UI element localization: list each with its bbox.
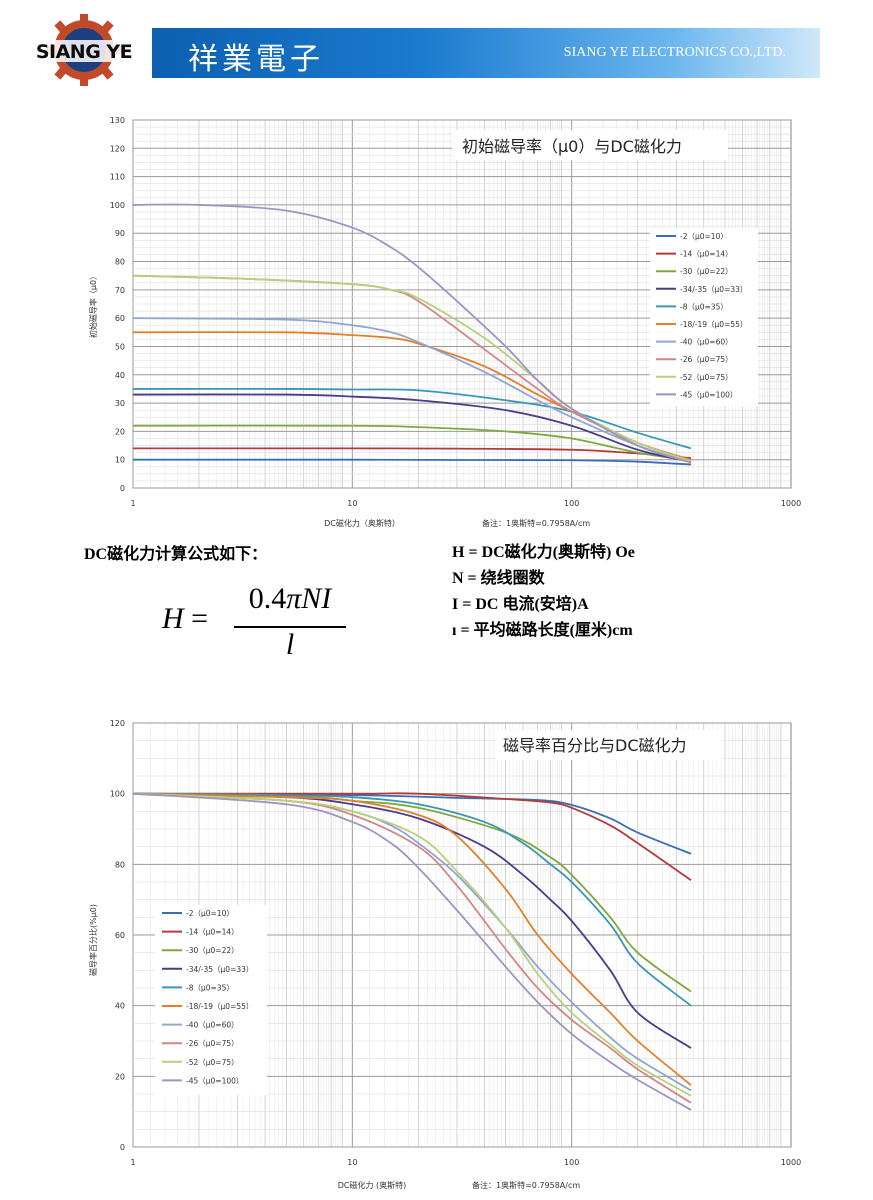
- chart1-ytick-label: 90: [115, 229, 125, 238]
- chart2-ytick-label: 80: [115, 860, 125, 869]
- page-header: SIANG YE 祥業電子 SIANG YE ELECTRONICS CO.,L…: [0, 0, 873, 90]
- chart2-title: 磁导率百分比与DC磁化力: [503, 736, 687, 755]
- formula: H = 0.4πNI l: [162, 582, 352, 662]
- chart2-xtick-label: 1: [130, 1158, 135, 1167]
- chart1-ytick-label: 70: [115, 286, 125, 295]
- chart1-ytick-label: 40: [115, 371, 125, 380]
- chart1-series-line-0: [132, 458, 692, 466]
- definition-l: ı = 平均磁路长度(厘米)cm: [452, 622, 633, 639]
- formula-numerator: 0.4πNI: [248, 582, 332, 615]
- chart1-xtick-label: 1: [130, 499, 135, 508]
- chart1-xlabel: DC磁化力（奥斯特）: [324, 518, 400, 528]
- chart1-ytick-label: 110: [110, 173, 125, 182]
- chart1-ytick-label: 130: [110, 116, 125, 125]
- chart2-series-line-9: [132, 792, 692, 1111]
- chart1-note: 备注：1奥斯特=0.7958A/cm: [482, 518, 590, 528]
- chart2-series-line-1: [132, 792, 692, 881]
- company-name-cn: 祥業電子: [188, 42, 324, 77]
- chart1-series-line-9: [132, 203, 692, 464]
- chart1-series-line-2: [132, 424, 692, 462]
- chart1-title: 初始磁导率（μ0）与DC磁化力: [462, 137, 682, 156]
- header-banner: 祥業電子 SIANG YE ELECTRONICS CO.,LTD.: [152, 28, 820, 78]
- chart1-ylabel: 初始磁导率（μ0）: [88, 272, 98, 338]
- chart1-ytick-label: 100: [110, 201, 125, 210]
- chart1-legend-label: -52（μ0=75）: [680, 373, 733, 382]
- chart2-legend-label: -40（μ0=60）: [186, 1021, 239, 1030]
- permeability-percentage-chart: 0 20 40 60 80 100 120 1 10 100 1000 磁导率百分比与DC磁化力 …: [0, 700, 873, 1200]
- chart2-legend-label: -30（μ0=22）: [186, 946, 239, 955]
- chart1-ytick-label: 120: [110, 144, 125, 153]
- chart2-series-line-8: [132, 792, 692, 1097]
- company-logo: SIANG YE: [32, 14, 136, 86]
- chart2-legend-label: -8（μ0=35）: [186, 983, 234, 992]
- chart2-legend-label: -34/-35（μ0=33）: [186, 965, 253, 974]
- chart2-series-line-0: [132, 792, 692, 855]
- chart1-legend-label: -40（μ0=60）: [680, 338, 733, 347]
- chart2-ytick-label: 0: [120, 1143, 125, 1152]
- definition-n: N = 绕线圈数: [452, 570, 545, 587]
- chart1-legend-label: -14（μ0=14）: [680, 250, 733, 259]
- chart1-series-line-4: [132, 387, 692, 450]
- chart1-series-line-8: [132, 274, 692, 462]
- chart2-ytick-label: 100: [110, 790, 125, 799]
- chart1-ytick-label: 60: [115, 314, 125, 323]
- chart1-series-line-3: [132, 393, 692, 463]
- chart2-legend-box: [155, 905, 267, 1095]
- chart1-legend-label: -18/-19（μ0=55）: [680, 320, 747, 329]
- chart2-xtick-label: 100: [564, 1158, 579, 1167]
- formula-fraction-bar: [234, 626, 346, 628]
- chart2-note: 备注：1奥斯特=0.7958A/cm: [472, 1180, 580, 1190]
- chart2-ytick-label: 20: [115, 1072, 125, 1081]
- chart2-ytick-label: 60: [115, 931, 125, 940]
- chart1-ytick-label: 30: [115, 399, 125, 408]
- chart1-ytick-label: 0: [120, 484, 125, 493]
- chart1-xtick-label: 100: [564, 499, 579, 508]
- formula-denominator: l: [285, 628, 295, 661]
- chart1-legend-label: -8（μ0=35）: [680, 302, 728, 311]
- chart2-legend-label: -52（μ0=75）: [186, 1058, 239, 1067]
- logo-text: SIANG YE: [36, 41, 132, 63]
- chart1-legend-label: -34/-35（μ0=33）: [680, 285, 747, 294]
- chart1-xtick-label: 10: [347, 499, 357, 508]
- chart2-legend-label: -2（μ0=10）: [186, 909, 234, 918]
- chart2-legend-label: -18/-19（μ0=55）: [186, 1002, 253, 1011]
- chart1-series-line-6: [132, 317, 692, 464]
- chart1-ytick-label: 50: [115, 342, 125, 351]
- formula-lhs: H =: [162, 602, 209, 635]
- chart1-legend-label: -26（μ0=75）: [680, 355, 733, 364]
- chart1-legend-label: -45（μ0=100）: [680, 390, 737, 399]
- company-name-en: SIANG YE ELECTRONICS CO.,LTD.: [563, 45, 786, 60]
- chart1-ytick-label: 80: [115, 258, 125, 267]
- formula-section: DC磁化力计算公式如下： H = 0.4πNI l H = DC磁化力(奥斯特)…: [0, 530, 873, 690]
- formula-definitions: H = DC磁化力(奥斯特) Oe N = 绕线圈数 I = DC 电流(安培)…: [452, 540, 852, 644]
- chart1-ytick-label: 10: [115, 456, 125, 465]
- chart1-xtick-label: 1000: [781, 499, 801, 508]
- chart1-legend-label: -2（μ0=10）: [680, 232, 728, 241]
- chart2-xtick-label: 10: [347, 1158, 357, 1167]
- chart2-series-line-5: [132, 792, 692, 1086]
- chart2-xlabel: DC磁化力 (奥斯特): [338, 1180, 407, 1190]
- chart1-legend-label: -30（μ0=22）: [680, 267, 733, 276]
- chart2-ytick-label: 120: [110, 719, 125, 728]
- chart2-legend-label: -26（μ0=75）: [186, 1039, 239, 1048]
- chart1-ytick-label: 20: [115, 427, 125, 436]
- chart2-legend-label: -45（μ0=100）: [186, 1076, 243, 1085]
- initial-permeability-chart: 0 10 20 30 40 50 60 70 80 90 100 110 120 130 1 10 100 10…: [0, 100, 873, 530]
- formula-title: DC磁化力计算公式如下：: [84, 546, 268, 563]
- definition-h: H = DC磁化力(奥斯特) Oe: [452, 544, 635, 561]
- chart2-ylabel: 磁导率百分比(%μ0): [88, 904, 98, 976]
- chart2-title-box: [496, 730, 722, 760]
- chart2-xtick-label: 1000: [781, 1158, 801, 1167]
- chart1-title-box: [452, 130, 728, 160]
- chart2-legend-label: -14（μ0=14）: [186, 928, 239, 937]
- chart2-ytick-label: 40: [115, 1002, 125, 1011]
- definition-i: I = DC 电流(安培)A: [452, 596, 589, 613]
- chart2-series-line-4: [132, 792, 692, 1007]
